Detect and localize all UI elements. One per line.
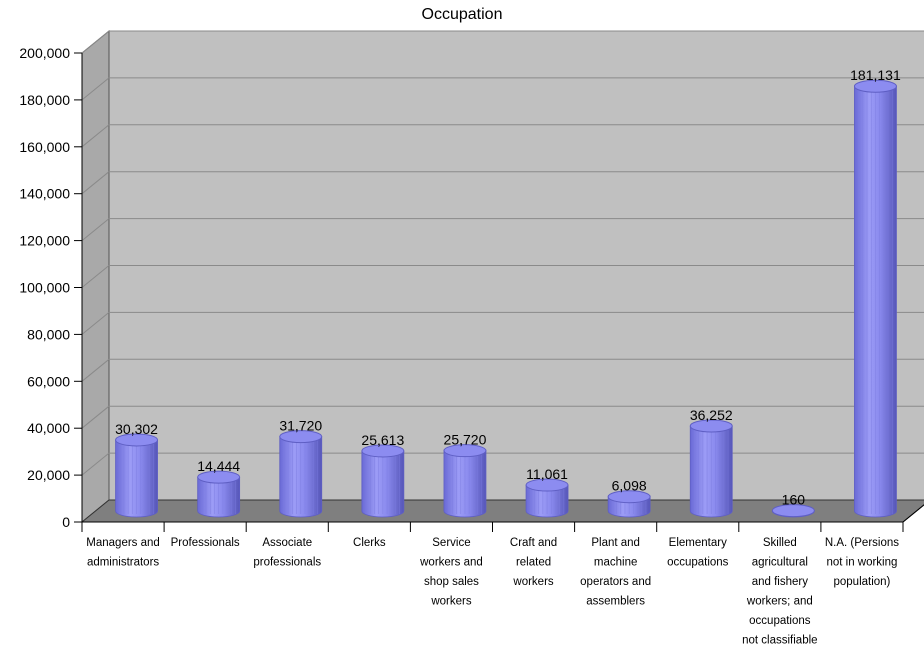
gridline-side (81, 265, 110, 288)
gridline-side (81, 452, 110, 476)
bar-top (853, 79, 897, 93)
x-tick-label: Clerks (353, 537, 386, 549)
x-axis-depth-line (902, 504, 924, 523)
gridline-side (81, 218, 110, 241)
bar[interactable] (525, 478, 569, 518)
bar-top (115, 433, 159, 447)
gridline-side (81, 77, 110, 101)
y-tick-label: 80,000 (27, 326, 70, 342)
bar-top (443, 444, 487, 458)
y-tick-label: 140,000 (19, 186, 70, 202)
bar[interactable] (771, 504, 815, 518)
data-label: 30,302 (115, 421, 158, 437)
x-tick-label: N.A. (Persions not in working population) (825, 537, 899, 588)
data-label: 36,252 (690, 407, 733, 423)
bar[interactable] (607, 490, 651, 518)
gridline-side (81, 312, 110, 335)
bar-top (771, 504, 815, 518)
data-label: 6,098 (612, 478, 647, 494)
gridline-side (81, 358, 110, 382)
y-tick-label: 60,000 (27, 373, 70, 389)
y-tick-label: 200,000 (19, 45, 70, 61)
x-tick-label: Associate professionals (253, 537, 321, 569)
data-label: 31,720 (279, 418, 322, 434)
y-tick-label: 0 (62, 514, 70, 530)
y-tick-label: 100,000 (19, 280, 70, 296)
bar[interactable] (115, 433, 159, 518)
data-label: 25,720 (444, 432, 487, 448)
gridline-side (81, 171, 110, 195)
bar-top (689, 419, 733, 433)
chart-title: Occupation (421, 6, 503, 23)
x-tick-label: Plant and machine operators and assemblers (580, 537, 651, 608)
x-tick-label: Craft and related workers (510, 537, 557, 588)
bar-top (197, 470, 241, 484)
x-tick-label: Service workers and shop sales workers (419, 537, 483, 608)
bar-top (279, 430, 323, 444)
x-tick-label: Skilled agricultural and fishery workers; a… (742, 537, 817, 647)
bar-top (525, 478, 569, 492)
bar[interactable] (197, 470, 241, 518)
y-tick-label: 120,000 (19, 233, 70, 249)
gridline-side (81, 124, 110, 148)
bar[interactable] (853, 79, 897, 518)
x-tick-label: Professionals (171, 537, 240, 549)
bar-top (361, 444, 405, 458)
bar-top (607, 490, 651, 504)
bar[interactable] (689, 419, 733, 518)
bar[interactable] (279, 430, 323, 518)
gridline-side (81, 405, 110, 429)
y-tick-label: 20,000 (27, 467, 70, 483)
bar[interactable] (361, 444, 405, 518)
data-label: 11,061 (526, 466, 568, 482)
data-label: 14,444 (197, 458, 240, 474)
y-tick-label: 160,000 (19, 139, 70, 155)
x-tick-label: Elementary occupations (667, 537, 729, 569)
y-tick-label: 40,000 (27, 420, 70, 436)
data-label: 181,131 (850, 67, 901, 83)
data-label: 160 (782, 492, 806, 508)
data-label: 25,613 (361, 432, 404, 448)
y-tick-label: 180,000 (19, 92, 70, 108)
x-tick-label: Managers and administrators (86, 537, 160, 569)
bar[interactable] (443, 444, 487, 518)
gridline-side (81, 30, 110, 54)
